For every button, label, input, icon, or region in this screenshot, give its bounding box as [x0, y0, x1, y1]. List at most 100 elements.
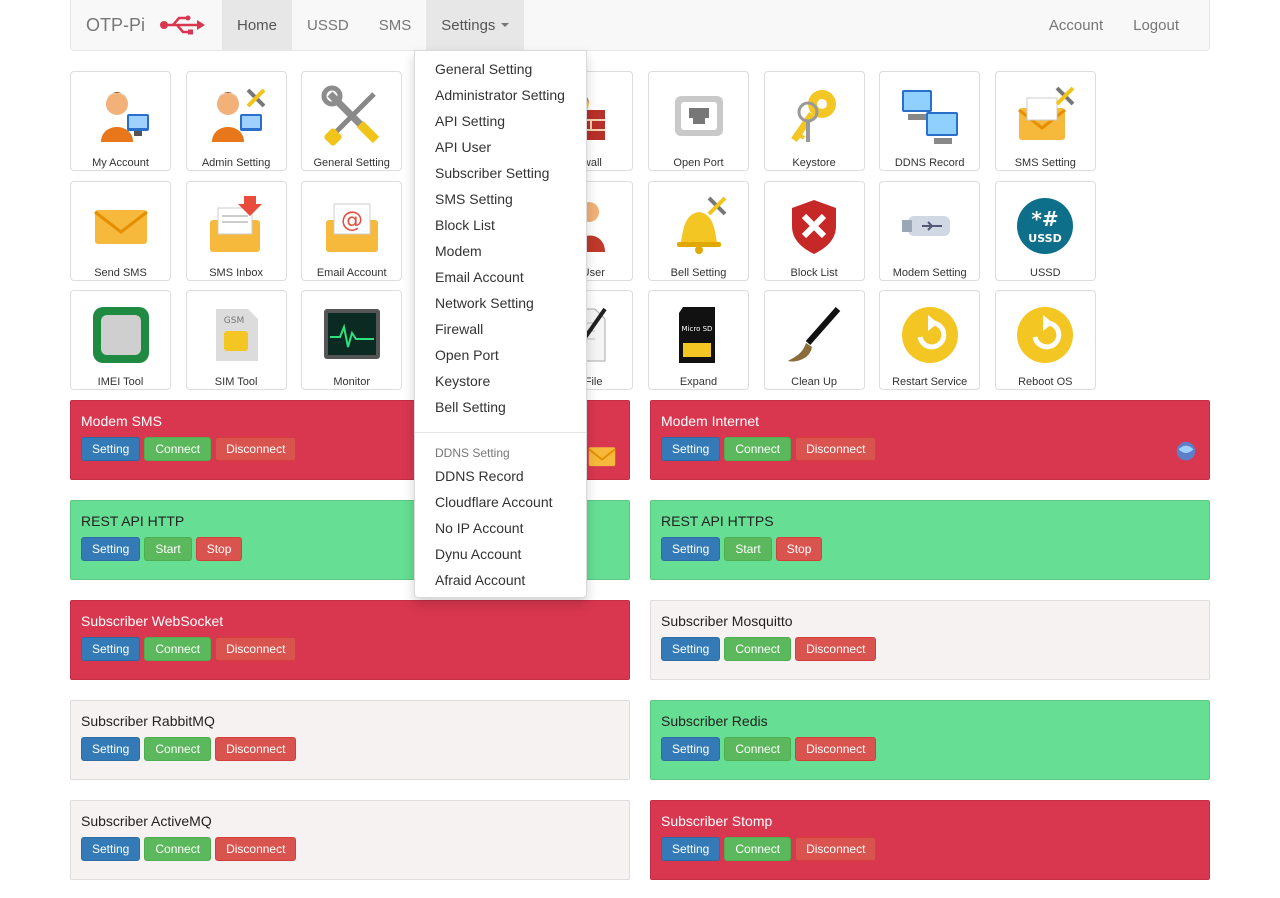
tile-label: DDNS Record: [894, 157, 965, 169]
port-icon: [667, 84, 731, 148]
disconnect-button[interactable]: Disconnect: [215, 737, 297, 761]
nav-account[interactable]: Account: [1034, 0, 1118, 50]
menu-item-no-ip-account[interactable]: No IP Account: [435, 520, 524, 536]
tile-general-setting[interactable]: General Setting: [301, 71, 403, 171]
tile-label: Reboot OS: [1018, 376, 1073, 388]
tile-monitor[interactable]: Monitor: [301, 290, 403, 390]
setting-button[interactable]: Setting: [661, 637, 721, 661]
menu-item-administrator-setting[interactable]: Administrator Setting: [435, 87, 565, 103]
start-button[interactable]: Start: [724, 537, 772, 561]
panel-subscriber-mosquitto: Subscriber Mosquitto Setting Connect Discon…: [650, 600, 1210, 680]
setting-button[interactable]: Setting: [81, 837, 141, 861]
setting-button[interactable]: Setting: [661, 837, 721, 861]
connect-button[interactable]: Connect: [144, 737, 212, 761]
menu-item-dynu-account[interactable]: Dynu Account: [435, 546, 522, 562]
menu-item-block-list[interactable]: Block List: [435, 217, 495, 233]
menu-item-open-port[interactable]: Open Port: [435, 347, 499, 363]
nav-sms[interactable]: SMS: [364, 0, 427, 50]
tile-modem-setting[interactable]: Modem Setting: [879, 180, 981, 281]
tile-my-account[interactable]: My Account: [70, 71, 171, 171]
nav-logout[interactable]: Logout: [1118, 0, 1194, 50]
tile-reboot-os[interactable]: Reboot OS: [994, 290, 1096, 390]
setting-button[interactable]: Setting: [81, 637, 141, 661]
tile-imei-tool[interactable]: IMEI Tool: [70, 290, 171, 390]
tile-admin-setting[interactable]: Admin Setting: [185, 71, 287, 171]
sim-icon: GSM: [204, 303, 268, 367]
menu-item-bell-setting[interactable]: Bell Setting: [435, 399, 506, 415]
disconnect-button[interactable]: Disconnect: [795, 637, 877, 661]
tile-expand[interactable]: Micro SD Expand: [648, 290, 749, 390]
tile-send-sms[interactable]: Send SMS: [70, 180, 171, 281]
restart-icon: [898, 303, 962, 367]
monitor-icon: [320, 303, 384, 367]
disconnect-button[interactable]: Disconnect: [215, 837, 297, 861]
tile-restart-service[interactable]: Restart Service: [879, 290, 981, 390]
tile-clean-up[interactable]: Clean Up: [763, 290, 865, 390]
tile-block-list[interactable]: Block List: [763, 180, 865, 281]
mail-tools-icon: [1013, 84, 1077, 148]
ussd-icon: *# USSD: [1013, 194, 1077, 258]
menu-item-email-account[interactable]: Email Account: [435, 269, 524, 285]
menu-item-keystore[interactable]: Keystore: [435, 373, 491, 389]
nav-settings-label: Settings: [441, 16, 496, 34]
menu-item-firewall[interactable]: Firewall: [435, 321, 484, 337]
panel-subscriber-redis: Subscriber Redis Setting Connect Disconnect: [650, 700, 1210, 780]
menu-item-cloudflare-account[interactable]: Cloudflare Account: [435, 494, 553, 510]
tile-open-port[interactable]: Open Port: [648, 71, 749, 171]
connect-button[interactable]: Connect: [724, 637, 792, 661]
tile-bell-setting[interactable]: Bell Setting: [648, 180, 749, 281]
connect-button[interactable]: Connect: [724, 837, 792, 861]
stop-button[interactable]: Stop: [775, 537, 823, 561]
disconnect-button[interactable]: Disconnect: [215, 637, 297, 661]
email-icon: @: [320, 194, 384, 258]
nav-home[interactable]: Home: [222, 0, 293, 50]
setting-button[interactable]: Setting: [661, 437, 721, 461]
connect-button[interactable]: Connect: [144, 637, 212, 661]
menu-item-subscriber-setting[interactable]: Subscriber Setting: [435, 165, 550, 181]
menu-divider: [415, 432, 586, 433]
stop-button[interactable]: Stop: [195, 537, 243, 561]
tile-ddns-record[interactable]: DDNS Record: [879, 71, 981, 171]
keys-icon: [782, 84, 846, 148]
menu-item-api-setting[interactable]: API Setting: [435, 113, 506, 129]
disconnect-button[interactable]: Disconnect: [795, 737, 877, 761]
nav-settings[interactable]: Settings: [426, 0, 525, 50]
tile-sms-inbox[interactable]: SMS Inbox: [185, 180, 287, 281]
panel-buttons: Setting Connect Disconnect: [81, 837, 619, 861]
menu-item-afraid-account[interactable]: Afraid Account: [435, 572, 526, 588]
setting-button[interactable]: Setting: [81, 537, 141, 561]
menu-item-sms-setting[interactable]: SMS Setting: [435, 191, 513, 207]
disconnect-button[interactable]: Disconnect: [795, 437, 877, 461]
setting-button[interactable]: Setting: [661, 737, 721, 761]
tile-ussd[interactable]: *# USSD USSD: [994, 180, 1096, 281]
panel-buttons: Setting Connect Disconnect: [661, 637, 1199, 661]
connect-button[interactable]: Connect: [724, 437, 792, 461]
disconnect-button[interactable]: Disconnect: [215, 437, 297, 461]
connect-button[interactable]: Connect: [144, 437, 212, 461]
caret-down-icon: [501, 23, 510, 27]
setting-button[interactable]: Setting: [81, 737, 141, 761]
connect-button[interactable]: Connect: [144, 837, 212, 861]
connect-button[interactable]: Connect: [724, 737, 792, 761]
nav-ussd[interactable]: USSD: [292, 0, 364, 50]
usb-logo-icon: [160, 15, 206, 35]
nav-logout-label: Logout: [1133, 16, 1179, 34]
menu-item-general-setting[interactable]: General Setting: [435, 61, 533, 77]
tile-sim-tool[interactable]: GSM SIM Tool: [185, 290, 287, 390]
tile-email-account[interactable]: @ Email Account: [301, 180, 403, 281]
disconnect-button[interactable]: Disconnect: [795, 837, 877, 861]
start-button[interactable]: Start: [144, 537, 192, 561]
menu-item-modem[interactable]: Modem: [435, 243, 482, 259]
menu-item-network-setting[interactable]: Network Setting: [435, 295, 534, 311]
menu-item-ddns-record[interactable]: DDNS Record: [435, 468, 524, 484]
tile-sms-setting[interactable]: SMS Setting: [994, 71, 1096, 171]
svg-text:@: @: [341, 208, 363, 233]
chip-icon: [89, 303, 153, 367]
tile-keystore[interactable]: Keystore: [763, 71, 865, 171]
brand[interactable]: OTP-Pi: [86, 0, 206, 50]
tile-label: Send SMS: [94, 266, 147, 279]
setting-button[interactable]: Setting: [81, 437, 141, 461]
setting-button[interactable]: Setting: [661, 537, 721, 561]
menu-item-api-user[interactable]: API User: [435, 139, 492, 155]
brand-name[interactable]: OTP-Pi: [86, 14, 146, 35]
